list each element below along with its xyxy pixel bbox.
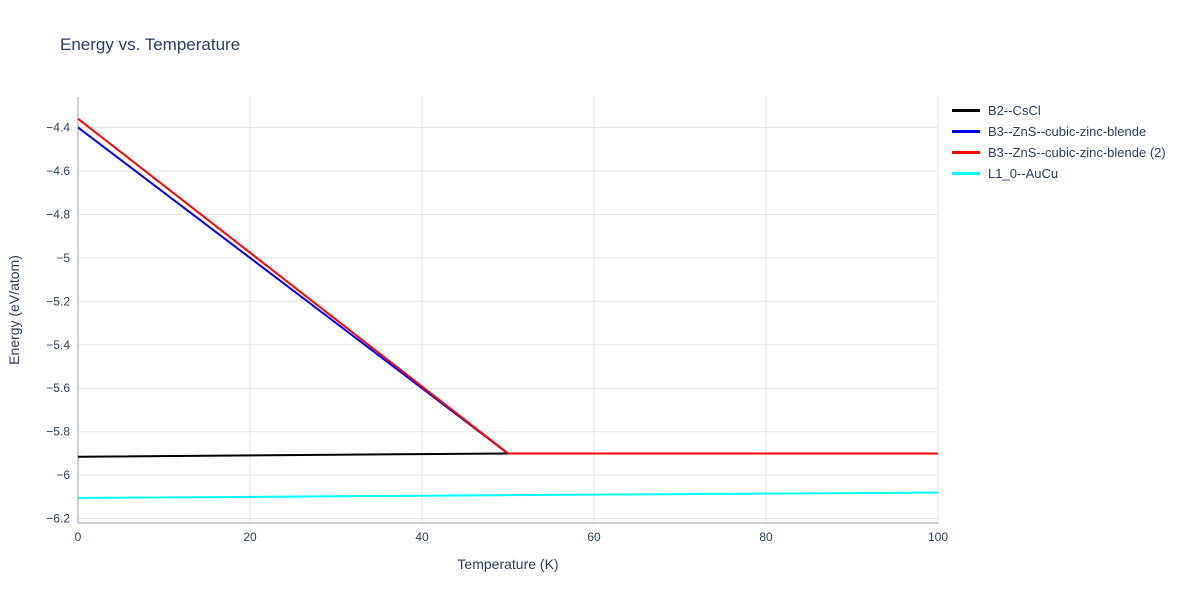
y-tick-label: −4.8 [46, 207, 70, 221]
legend-label: B2--CsCl [988, 103, 1041, 118]
legend: B2--CsCl B3--ZnS--cubic-zinc-blende B3--… [952, 100, 1166, 184]
legend-item-b2-cscl[interactable]: B2--CsCl [952, 100, 1166, 121]
series-line-l1-0-aucu [77, 491, 939, 500]
y-tick-label: −6.2 [46, 512, 70, 526]
y-tick-label: −5.8 [46, 425, 70, 439]
y-tick-label: −6 [56, 468, 70, 482]
legend-swatch-line [952, 172, 980, 175]
x-tick-label: 100 [928, 530, 948, 544]
x-tick-label: 0 [75, 530, 82, 544]
legend-swatch-line [952, 130, 980, 133]
legend-item-b3-zns-cubic-zinc-blende-2[interactable]: B3--ZnS--cubic-zinc-blende (2) [952, 142, 1166, 163]
y-tick-label: −5.6 [46, 381, 70, 395]
legend-swatch-line [952, 151, 980, 154]
legend-label: L1_0--AuCu [988, 166, 1059, 181]
x-tick-label: 20 [243, 530, 257, 544]
plot-area[interactable] [78, 97, 938, 523]
x-tick-label: 80 [759, 530, 773, 544]
y-axis-label: Energy (eV/atom) [6, 255, 22, 365]
y-tick-label: −5 [56, 251, 70, 265]
y-tick-label: −4.4 [46, 120, 70, 134]
legend-swatch-line [952, 109, 980, 112]
y-tick-label: −5.4 [46, 338, 70, 352]
y-tick-label: −4.6 [46, 164, 70, 178]
x-tick-label: 40 [415, 530, 429, 544]
legend-item-l1-0-aucu[interactable]: L1_0--AuCu [952, 163, 1166, 184]
legend-item-b3-zns-cubic-zinc-blende[interactable]: B3--ZnS--cubic-zinc-blende [952, 121, 1166, 142]
y-tick-label: −5.2 [46, 294, 70, 308]
x-tick-label: 60 [587, 530, 601, 544]
x-axis-label: Temperature (K) [457, 556, 559, 572]
series-line-b3-zns-cubic-zinc-blende-2 [77, 117, 938, 455]
legend-label: B3--ZnS--cubic-zinc-blende (2) [988, 145, 1166, 160]
chart-title: Energy vs. Temperature [60, 35, 241, 54]
legend-label: B3--ZnS--cubic-zinc-blende [988, 124, 1147, 139]
